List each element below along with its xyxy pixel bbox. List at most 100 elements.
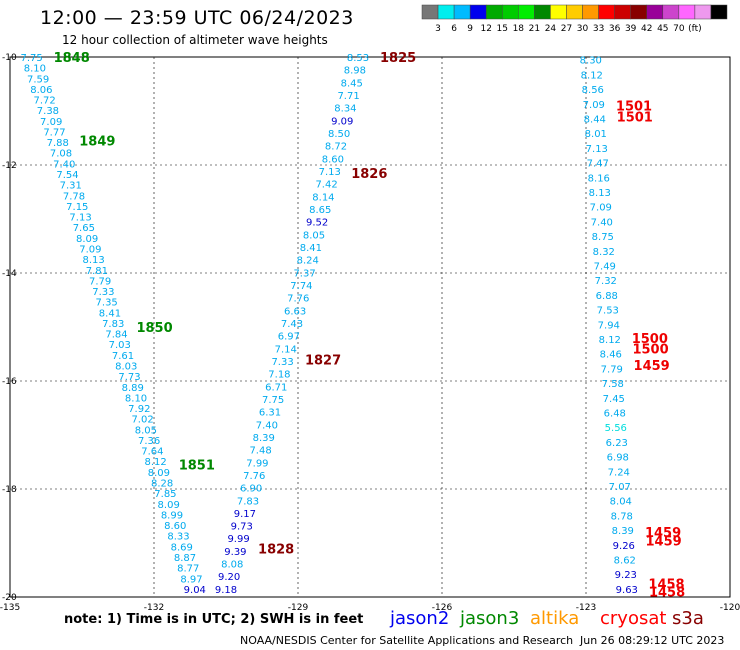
wave-height-value: 9.18	[215, 585, 237, 596]
wave-height-value: 8.60	[322, 154, 344, 165]
wave-height-value: 8.30	[580, 56, 602, 67]
wave-height-value: 7.65	[73, 223, 95, 234]
page-title: 12:00 — 23:59 UTC 06/24/2023	[40, 7, 354, 29]
wave-height-value: 7.14	[275, 344, 297, 355]
color-swatch	[421, 4, 439, 20]
wave-height-value: 9.39	[224, 547, 246, 558]
color-swatch	[518, 4, 535, 20]
color-swatch	[437, 4, 455, 20]
pass-time-label: 1849	[79, 135, 115, 150]
wave-height-value: 8.41	[300, 243, 322, 254]
color-scale-label: 18	[513, 24, 525, 34]
wave-height-value: 7.85	[154, 489, 176, 500]
color-scale-label: 9	[467, 24, 473, 34]
y-tick-label: -12	[2, 161, 17, 171]
wave-height-value: 8.24	[297, 256, 319, 267]
wave-height-value: 8.65	[309, 205, 331, 216]
legend-altika: altika	[530, 608, 580, 629]
pass-time-label: 1827	[305, 353, 341, 368]
wave-height-value: 7.72	[34, 96, 56, 107]
wave-height-value: 7.71	[337, 91, 359, 102]
wave-height-value: 9.73	[231, 522, 253, 533]
wave-height-value: 6.63	[284, 306, 306, 317]
wave-height-value: 7.24	[608, 467, 630, 478]
wave-height-value: 6.71	[265, 382, 287, 393]
legend-jason2: jason2	[390, 608, 450, 629]
wave-height-value: 8.77	[177, 564, 199, 575]
wave-height-value: 8.69	[171, 542, 193, 553]
wave-height-value: 9.04	[184, 585, 206, 596]
y-tick-label: -10	[2, 53, 17, 63]
wave-height-value: 8.12	[144, 457, 166, 468]
pass-time-label: 1848	[54, 51, 90, 66]
pass-time-label: 1458	[648, 578, 684, 593]
color-swatch	[550, 4, 567, 20]
color-scale-label: 27	[561, 24, 572, 34]
color-swatch	[694, 4, 712, 20]
wave-height-value: 6.98	[607, 453, 629, 464]
color-scale-label: 39	[625, 24, 637, 34]
wave-height-value: 7.33	[92, 287, 114, 298]
wave-height-value: 7.13	[69, 213, 91, 224]
wave-height-value: 8.04	[610, 497, 632, 508]
wave-height-value: 9.52	[306, 218, 328, 229]
color-scale-label: 42	[641, 24, 652, 34]
wave-height-value: 9.09	[331, 116, 353, 127]
wave-height-value: 7.18	[268, 370, 290, 381]
wave-height-value: 8.39	[612, 526, 634, 537]
wave-height-value: 7.31	[60, 181, 82, 192]
wave-height-value: 7.08	[50, 149, 72, 160]
wave-height-value: 7.42	[315, 180, 337, 191]
wave-height-value: 8.12	[581, 70, 603, 81]
color-swatch	[453, 4, 471, 20]
color-scale-bar: 3 6 9 12 15 18 21 24 27 30 33 36 39 42 45 70 (ft)	[421, 4, 728, 34]
wave-height-value: 6.90	[240, 484, 262, 495]
wave-height-value: 7.76	[287, 294, 309, 305]
color-scale-label: 6	[451, 24, 457, 34]
wave-height-value: 7.88	[47, 138, 69, 149]
wave-height-value: 7.47	[587, 159, 609, 170]
x-tick-label: -126	[432, 603, 453, 613]
wave-height-value: 7.32	[595, 276, 617, 287]
wave-height-value: 7.35	[96, 298, 118, 309]
wave-height-value: 7.54	[56, 170, 78, 181]
wave-height-value: 7.40	[256, 420, 278, 431]
wave-height-value: 7.64	[141, 447, 163, 458]
wave-height-value: 8.56	[582, 85, 604, 96]
wave-height-value: 7.74	[290, 281, 312, 292]
wave-height-value: 8.10	[125, 393, 147, 404]
wave-height-value: 7.49	[594, 262, 616, 273]
pass-time-label: 1500	[632, 332, 668, 347]
color-swatch	[566, 4, 583, 20]
y-tick-label: -14	[2, 269, 17, 279]
wave-height-value: 7.13	[586, 144, 608, 155]
wave-height-value: 8.13	[589, 188, 611, 199]
wave-height-value: 7.79	[601, 364, 623, 375]
wave-height-value: 7.81	[86, 266, 108, 277]
color-swatch	[630, 4, 647, 20]
wave-height-value: 7.78	[63, 191, 85, 202]
y-tick-label: -20	[2, 593, 17, 603]
color-scale-label: 24	[545, 24, 557, 34]
wave-height-value: 8.10	[24, 64, 46, 75]
wave-height-value: 7.37	[293, 268, 315, 279]
color-swatch	[646, 4, 664, 20]
color-scale-label: 12	[480, 24, 491, 34]
color-swatch	[662, 4, 680, 20]
color-swatch	[502, 4, 519, 20]
wave-height-value: 7.48	[249, 446, 271, 457]
wave-height-value: 7.92	[128, 404, 150, 415]
y-tick-label: -16	[2, 377, 17, 387]
wave-height-value: 7.94	[598, 320, 620, 331]
wave-height-value: 8.75	[592, 232, 614, 243]
pass-time-label: 1501	[617, 110, 653, 125]
pass-time-label: 1459	[645, 534, 681, 549]
wave-height-value: 8.50	[328, 129, 350, 140]
y-tick-label: -18	[2, 485, 17, 495]
wave-height-value: 8.09	[158, 500, 180, 511]
pass-time-label: 1501	[616, 100, 652, 115]
wave-height-value: 9.17	[234, 509, 256, 520]
wave-height-value: 8.89	[122, 383, 144, 394]
pass-time-label: 1826	[351, 167, 387, 182]
wave-height-value: 8.34	[334, 104, 356, 115]
